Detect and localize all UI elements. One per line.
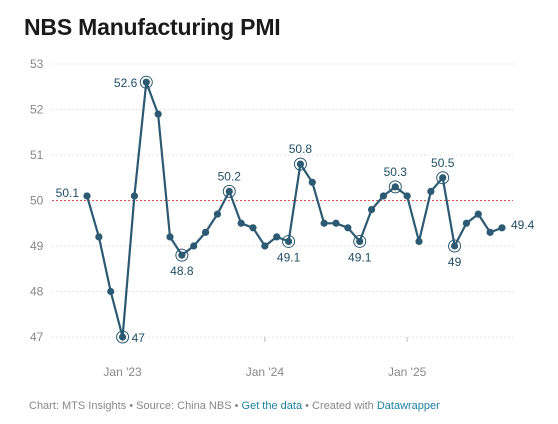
data-point [296, 160, 305, 168]
y-tick-label: 48 [30, 285, 44, 299]
data-label: 48.8 [170, 264, 194, 278]
data-point [439, 174, 447, 182]
highlight-ring [116, 330, 130, 344]
data-point [249, 224, 257, 232]
data-point [261, 242, 269, 250]
data-point [201, 228, 210, 236]
data-label: 49 [448, 255, 462, 269]
data-label: 50.3 [384, 165, 408, 179]
data-label: 47 [132, 331, 146, 345]
data-point [166, 233, 174, 241]
highlight-ring [282, 234, 296, 248]
highlight-ring [388, 180, 402, 194]
data-point [83, 192, 91, 200]
data-point [379, 192, 388, 200]
data-label: 50.8 [289, 142, 313, 156]
data-label: 50.5 [431, 156, 455, 170]
series-layer [85, 81, 503, 339]
x-tick-label: Jan '23 [103, 365, 142, 379]
data-point [486, 228, 494, 236]
datawrapper-link[interactable]: Datawrapper [376, 400, 440, 412]
data-label: 49.4 [511, 218, 535, 232]
y-tick-label: 53 [30, 57, 44, 71]
data-point [498, 224, 506, 232]
data-label: 50.2 [218, 169, 242, 183]
series-line [85, 81, 503, 339]
data-point [237, 219, 245, 227]
data-point [320, 219, 328, 227]
chart-footer: Chart: MTS Insights • Source: China NBS … [29, 400, 440, 412]
data-point [118, 333, 127, 341]
data-point [154, 110, 162, 118]
data-point [367, 206, 376, 214]
data-point [415, 237, 423, 246]
highlight-ring [139, 75, 153, 89]
highlight-ring [293, 157, 307, 171]
highlight-ring [353, 234, 367, 248]
data-point [391, 183, 399, 191]
highlight-ring [436, 171, 450, 185]
data-point [213, 210, 222, 218]
data-point [142, 78, 150, 86]
data-point [450, 242, 459, 250]
data-label: 50.1 [56, 186, 80, 200]
highlight-ring [448, 239, 462, 253]
data-point [273, 233, 281, 241]
data-point [427, 187, 435, 195]
x-tick-label: Jan '24 [246, 365, 285, 379]
data-point [356, 237, 364, 246]
y-tick-label: 49 [30, 239, 44, 253]
data-point [462, 219, 471, 227]
chart-title: NBS Manufacturing PMI [24, 14, 281, 40]
source-text: Chart: MTS Insights • Source: China NBS … [29, 400, 242, 412]
data-point [332, 219, 340, 227]
labels-layer: 50.1 47 52.6 48.8 50.2 49.1 50.8 49.1 50.3 50.5 49… [56, 75, 535, 345]
data-label: 49.1 [277, 250, 301, 264]
highlight-ring [175, 248, 189, 262]
data-label: 52.6 [114, 76, 138, 90]
highlight-ring [222, 184, 236, 198]
data-point [190, 242, 198, 250]
y-tick-label: 47 [30, 330, 44, 344]
data-label: 49.1 [348, 250, 372, 264]
get-data-link[interactable]: Get the data [241, 400, 303, 412]
data-point [308, 178, 316, 186]
points-layer [83, 78, 506, 341]
data-point [344, 224, 352, 232]
line-chart: 47 48 49 50 51 52 53 Jan '23 Jan '24 Jan '25 50.1… [30, 57, 535, 379]
x-tick-label: Jan '25 [388, 365, 427, 379]
data-point [403, 192, 411, 200]
created-text: • Created with [302, 400, 377, 412]
y-tick-label: 50 [30, 194, 44, 208]
data-point [107, 287, 115, 296]
data-point [284, 237, 293, 246]
data-point [130, 192, 139, 200]
data-point [95, 233, 103, 241]
y-tick-label: 51 [30, 148, 44, 162]
grid-layer: 47 48 49 50 51 52 53 Jan '23 Jan '24 Jan '25 [30, 57, 513, 379]
y-tick-label: 52 [30, 103, 44, 117]
data-point [474, 210, 482, 218]
data-point [225, 187, 233, 195]
data-point [178, 251, 186, 259]
